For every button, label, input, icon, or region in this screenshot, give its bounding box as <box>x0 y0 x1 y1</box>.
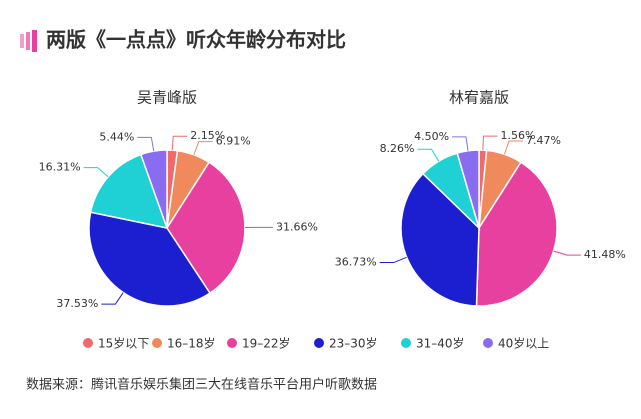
legend-swatch <box>227 338 237 348</box>
legend-swatch <box>401 338 411 348</box>
data-label: 2.15% <box>190 129 225 142</box>
leader-line <box>193 141 213 155</box>
legend-label: 16–18岁 <box>167 336 216 351</box>
leader-line <box>83 167 109 178</box>
legend-swatch <box>483 338 493 348</box>
title-icon <box>20 30 37 52</box>
data-label: 36.73% <box>335 256 377 269</box>
pie-slice <box>400 172 480 307</box>
leader-line <box>482 135 498 151</box>
pie-title: 林宥嘉版 <box>449 89 509 107</box>
data-label: 6.91% <box>216 135 251 148</box>
data-label: 16.31% <box>39 161 81 174</box>
data-label: 31.66% <box>276 220 318 233</box>
leader-line <box>101 292 124 305</box>
leader-line <box>137 136 155 152</box>
leader-line <box>171 135 188 151</box>
legend-label: 15岁以下 <box>98 336 149 351</box>
pie-slice <box>88 211 211 307</box>
legend-swatch <box>83 338 93 348</box>
leader-line <box>504 140 524 155</box>
data-label: 41.48% <box>584 248 626 261</box>
data-label: 37.53% <box>56 297 98 310</box>
data-label: 4.50% <box>414 130 449 143</box>
legend-label: 31–40岁 <box>416 336 465 351</box>
data-label: 8.26% <box>380 142 415 155</box>
pie-slice <box>89 153 169 230</box>
leader-line <box>452 136 469 151</box>
leader-line <box>553 250 581 256</box>
source-note: 数据来源：腾讯音乐娱乐集团三大在线音乐平台用户听歌数据 <box>26 377 377 393</box>
leader-line <box>417 148 440 162</box>
data-label: 1.56% <box>501 129 536 142</box>
legend-label: 40岁以上 <box>498 336 549 351</box>
chart-title: 两版《一点点》听众年龄分布对比 <box>46 28 346 52</box>
data-label: 5.44% <box>99 130 134 143</box>
data-label: 7.47% <box>526 134 561 147</box>
pie-title: 吴青峰版 <box>137 89 197 107</box>
pie-slice <box>456 149 480 229</box>
legend-label: 19–22岁 <box>242 336 291 351</box>
leader-line <box>379 256 407 264</box>
legend-swatch <box>314 338 324 348</box>
legend-swatch <box>152 338 162 348</box>
legend-label: 23–30岁 <box>329 336 378 351</box>
